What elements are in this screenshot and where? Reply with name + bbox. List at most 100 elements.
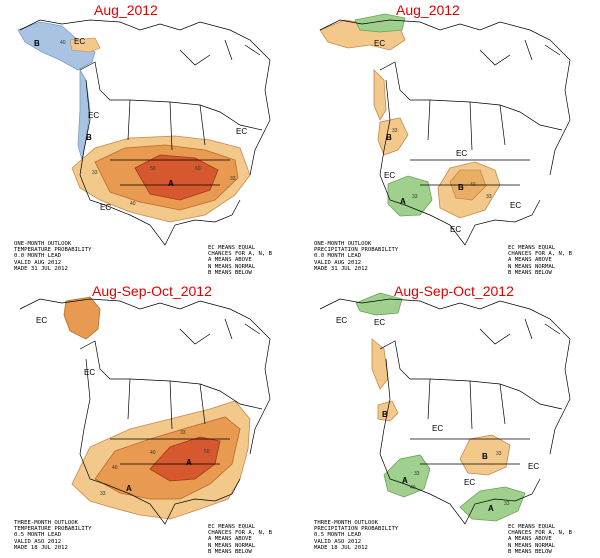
legend-line: N MEANS NORMAL <box>208 263 256 270</box>
above-region-southwest <box>383 454 431 498</box>
contour-label-3: 50 <box>204 449 210 455</box>
contour-label-2: 40 <box>150 450 156 456</box>
legend-line: N MEANS NORMAL <box>508 263 556 270</box>
caption-line: MADE 18 JUL 2012 <box>314 544 368 551</box>
label-ec-3: EC <box>384 171 395 180</box>
label-a: A <box>168 179 174 188</box>
caption-line: 0.5 MONTH LEAD <box>14 532 62 539</box>
legend-line: EC MEANS EQUAL <box>208 524 256 530</box>
legend-line: A MEANS ABOVE <box>208 536 252 543</box>
label-ec-2: EC <box>374 318 385 327</box>
label-ec-5: EC <box>464 478 475 487</box>
legend-line: A MEANS ABOVE <box>508 257 552 264</box>
map-aug-precipitation: EC EC EC EC EC A B B 33 40 33 33 <box>319 13 571 246</box>
label-ec-3: EC <box>432 424 443 433</box>
label-b-nw: B <box>382 410 388 419</box>
legend-line: CHANCES FOR A, N, B <box>508 251 572 258</box>
caption-line: 0.0 MONTH LEAD <box>14 253 62 260</box>
legend-line: B MEANS BELOW <box>208 548 252 555</box>
contour-label-5: 33 <box>230 176 236 182</box>
contour-label-3: 33 <box>496 451 502 457</box>
map-labels: EC EC A A 33 40 50 40 33 <box>36 316 210 497</box>
map-labels: EC EC EC EC EC A A B B 33 40 33 33 <box>336 316 539 513</box>
panel-title: Aug_2012 <box>396 2 460 18</box>
contour-label-3: 33 <box>486 194 492 200</box>
label-b-nw: B <box>86 133 92 142</box>
contour-label-2: 40 <box>470 182 476 188</box>
legend-line: EC MEANS EQUAL <box>508 245 556 251</box>
contour-label-1: 33 <box>180 430 186 436</box>
above-region-dark <box>134 154 219 201</box>
contour-label-3: 50 <box>150 166 156 172</box>
caption-line: TEMPERATURE PROBABILITY <box>14 247 92 254</box>
label-a-southeast: A <box>488 504 494 513</box>
legend-line: B MEANS BELOW <box>208 269 252 276</box>
below-region-midwest <box>459 434 511 476</box>
below-region-pacific-nw <box>373 69 387 121</box>
legend-line: A MEANS ABOVE <box>508 536 552 543</box>
legend-line: N MEANS NORMAL <box>508 542 556 549</box>
above-region-arctic <box>355 292 403 316</box>
contour-label-4: 33 <box>504 501 510 507</box>
label-ec-2: EC <box>456 149 467 158</box>
panel-aug-temperature: EC EC EC EC A B B 40 33 50 60 33 40 Aug_… <box>0 0 300 279</box>
legend-line: CHANCES FOR A, N, B <box>208 530 272 537</box>
map-aug-temperature: EC EC EC EC A B B 40 33 50 60 33 40 <box>17 19 271 246</box>
label-ec-3: EC <box>88 111 99 120</box>
label-ec-4: EC <box>528 462 539 471</box>
below-region-alaska <box>17 21 96 71</box>
panel-title: Aug-Sep-Oct_2012 <box>394 283 514 299</box>
map-labels: EC EC EC EC EC A B B 33 40 33 33 <box>374 39 521 234</box>
map-boundaries <box>319 19 571 246</box>
map-boundaries <box>319 298 571 525</box>
contour-label-1: 33 <box>414 471 420 477</box>
legend-line: A MEANS ABOVE <box>208 257 252 264</box>
label-b-alaska: B <box>34 39 40 48</box>
legend-line: EC MEANS EQUAL <box>208 245 256 251</box>
below-region-pacific-nw <box>371 338 389 390</box>
caption-line: ONE-MONTH OUTLOOK <box>14 241 72 247</box>
caption-line: MADE 31 JUL 2012 <box>14 265 68 272</box>
caption-line: PRECIPITATION PROBABILITY <box>314 247 399 254</box>
panel-aso-precipitation: EC EC EC EC EC A A B B 33 40 33 33 Aug-S… <box>300 279 600 558</box>
caption-line: MADE 18 JUL 2012 <box>14 544 68 551</box>
contour-label-4: 33 <box>392 128 398 134</box>
legend-key: EC MEANS EQUAL CHANCES FOR A, N, B A MEA… <box>508 245 572 276</box>
caption-line: TEMPERATURE PROBABILITY <box>14 526 92 533</box>
above-region-arctic <box>354 13 406 33</box>
contour-label-5: 33 <box>100 491 106 497</box>
outlook-caption: THREE-MONTH OUTLOOK TEMPERATURE PROBABIL… <box>14 520 91 551</box>
label-ec-1: EC <box>336 316 347 325</box>
label-ec-2: EC <box>236 127 247 136</box>
above-region-southwest <box>387 175 433 217</box>
map-boundaries <box>19 298 271 525</box>
label-b-midwest: B <box>482 452 488 461</box>
legend-line: EC MEANS EQUAL <box>508 524 556 530</box>
below-region-oregon <box>377 400 399 422</box>
label-ec-1: EC <box>374 39 385 48</box>
map-labels: EC EC EC EC A B B 40 33 50 60 33 40 <box>34 37 247 212</box>
panel-aso-temperature: EC EC A A 33 40 50 40 33 Aug-Sep-Oct_201… <box>0 279 300 558</box>
label-ec-2: EC <box>84 368 95 377</box>
outlook-caption: ONE-MONTH OUTLOOK TEMPERATURE PROBABILIT… <box>14 241 91 272</box>
below-region-oregon <box>377 117 409 156</box>
panel-title: Aug-Sep-Oct_2012 <box>92 283 212 299</box>
contour-label-1: 40 <box>60 40 66 46</box>
label-b-central: B <box>458 183 464 192</box>
label-ec-1: EC <box>36 316 47 325</box>
label-a-east: A <box>186 458 192 467</box>
caption-line: VALID ASO 2012 <box>14 538 62 545</box>
legend-line: CHANCES FOR A, N, B <box>508 530 572 537</box>
label-a: A <box>400 197 406 206</box>
label-a-west: A <box>126 484 132 493</box>
contour-label-2: 40 <box>410 485 416 491</box>
outlook-caption: ONE-MONTH OUTLOOK PRECIPITATION PROBABIL… <box>314 241 398 272</box>
caption-line: 0.0 MONTH LEAD <box>314 253 362 260</box>
legend-key: EC MEANS EQUAL CHANCES FOR A, N, B A MEA… <box>508 524 572 555</box>
contour-label-1: 33 <box>412 194 418 200</box>
caption-line: VALID ASO 2012 <box>314 538 362 545</box>
legend-key: EC MEANS EQUAL CHANCES FOR A, N, B A MEA… <box>208 245 272 276</box>
legend-line: CHANCES FOR A, N, B <box>208 251 272 258</box>
label-ec-5: EC <box>450 225 461 234</box>
legend-line: B MEANS BELOW <box>508 548 552 555</box>
